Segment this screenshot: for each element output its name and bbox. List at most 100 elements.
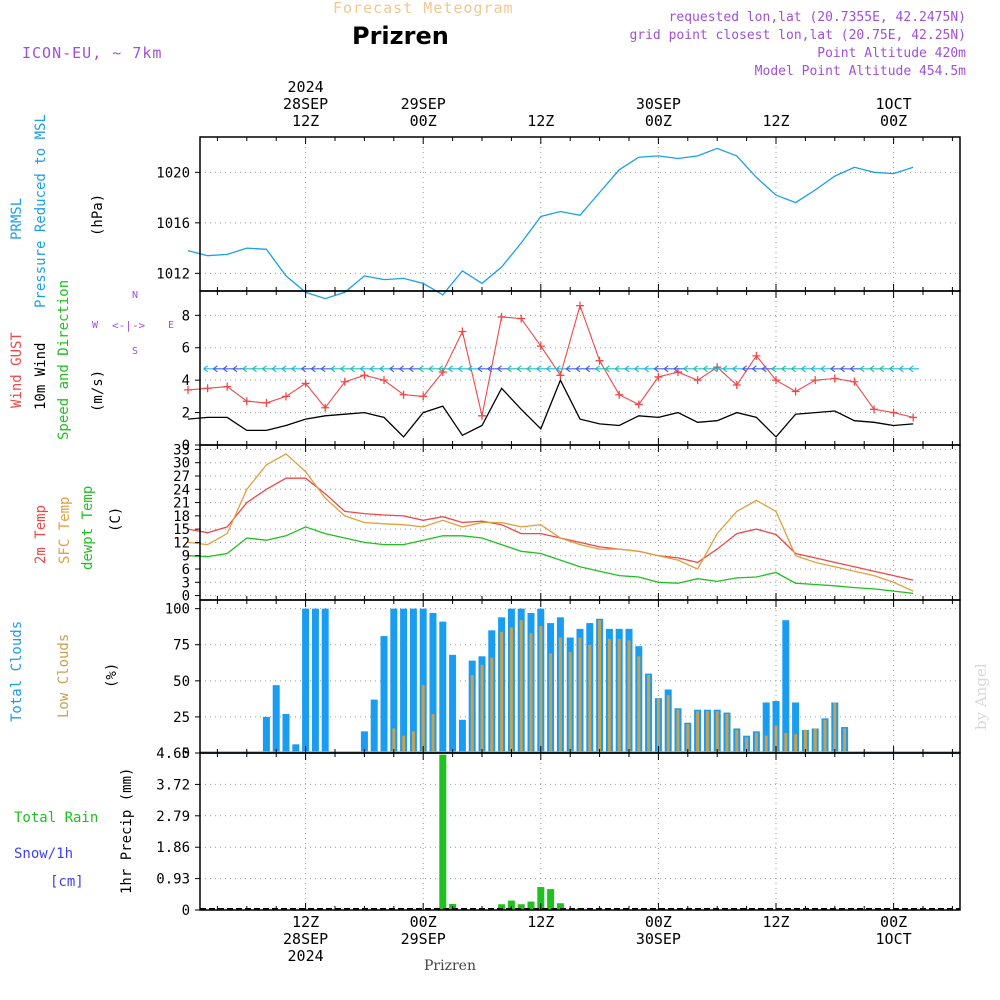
time-tick-line: 00Z — [409, 913, 437, 931]
wind-direction-arrow — [801, 365, 812, 373]
total-cloud-bar — [282, 714, 290, 753]
low-cloud-bar — [627, 640, 631, 753]
gust-marker — [830, 374, 839, 383]
wind-direction-arrow — [369, 365, 381, 373]
wind-direction-arrow — [448, 365, 459, 373]
rain-bar — [439, 754, 447, 910]
low-cloud-bar — [647, 675, 651, 753]
time-tick-line: 28SEP — [283, 95, 329, 113]
low-cloud-bar — [637, 656, 641, 753]
total-cloud-bar — [311, 608, 319, 753]
time-tick-line: 1OCT — [875, 930, 912, 948]
wind-direction-arrow — [438, 365, 449, 373]
wind-direction-arrow — [693, 365, 704, 373]
low-cloud-bar — [745, 737, 749, 753]
gust-marker — [850, 377, 859, 386]
y-tick-label: 18 — [173, 509, 190, 525]
low-cloud-bar — [607, 638, 611, 753]
snow-label: Snow/1h — [14, 846, 74, 862]
gust-marker — [262, 398, 271, 407]
low-cloud-bar — [421, 685, 425, 753]
gust-marker — [909, 413, 918, 422]
panel-frame — [199, 136, 961, 292]
wind-direction-arrow — [389, 365, 400, 373]
wind-direction-arrow — [673, 365, 684, 373]
time-tick-label: 12Z — [501, 914, 581, 931]
total-cloud-bar — [409, 608, 417, 753]
wind-direction-arrow — [722, 365, 733, 373]
wind-direction-arrow — [879, 365, 890, 373]
time-tick-line: 29SEP — [400, 95, 446, 113]
gust-marker — [595, 356, 604, 365]
total-cloud-bar — [370, 699, 378, 753]
y-tick-label: 12 — [173, 535, 190, 551]
info-line-4: Model Point Altitude 454.5m — [754, 64, 966, 79]
total-cloud-bar — [762, 702, 770, 753]
time-tick-line: 2024 — [287, 947, 324, 965]
wind-direction-arrow — [791, 365, 802, 373]
y-tick-label: 0.93 — [156, 872, 190, 888]
low-cloud-bar — [578, 637, 582, 753]
wind-direction-arrow — [301, 365, 312, 373]
wind-direction-arrow — [575, 365, 586, 373]
wind-direction-arrow — [516, 365, 528, 373]
panel-frame — [199, 444, 961, 601]
wind-direction-arrow — [605, 365, 616, 373]
wind-direction-arrow — [242, 365, 253, 373]
rain-bar — [507, 900, 515, 910]
time-tick-line: 1OCT — [875, 95, 912, 113]
time-tick-line: 30SEP — [635, 930, 681, 948]
low-cloud-bar — [392, 728, 396, 753]
wind-direction-arrow — [536, 365, 547, 373]
low-cloud-bar — [598, 620, 602, 753]
low-cloud-bar — [794, 734, 798, 753]
gust-marker — [752, 351, 761, 360]
low-cloud-bar — [470, 675, 474, 753]
time-tick-label: 00Z 1OCT — [854, 914, 934, 948]
y-tick-label: 6 — [182, 341, 190, 357]
info-line-2: grid point closest lon,lat (20.75E, 42.2… — [629, 28, 966, 43]
wind-direction-arrow — [379, 365, 390, 373]
y-tick-label: 100 — [165, 602, 190, 618]
time-tick-label: 00Z 29SEP — [383, 914, 463, 948]
time-tick-line: 00Z — [644, 112, 672, 130]
wind-direction-arrow — [565, 365, 577, 373]
y-tick-label: 33 — [173, 442, 190, 458]
low-cloud-bar — [656, 698, 660, 753]
y-tick-label: 0 — [182, 589, 190, 605]
gust-marker — [360, 371, 369, 380]
y-tick-label: 4.65 — [156, 746, 190, 762]
wind-direction-arrow — [291, 365, 302, 373]
gust-marker — [556, 371, 565, 380]
y-tick-label: 3 — [182, 575, 190, 591]
total-cloud-bar — [439, 621, 447, 753]
total-cloud-bar — [449, 654, 457, 753]
wind-direction-arrow — [467, 365, 479, 373]
gust-marker — [340, 377, 349, 386]
low-cloud-bar — [823, 719, 827, 753]
wind-direction-arrow — [810, 365, 822, 373]
low-cloud-bar — [431, 714, 435, 753]
wind-direction-arrow — [732, 365, 743, 373]
low-cloud-bar — [519, 620, 523, 753]
watermark: by Angel — [972, 663, 990, 730]
low-cloud-bar — [500, 631, 504, 753]
y-tick-label: 9 — [182, 549, 190, 565]
wind-direction-arrow — [644, 365, 655, 373]
time-tick-line: 30SEP — [635, 95, 681, 113]
wind-direction-arrow — [320, 365, 332, 373]
time-tick-label: 1OCT 00Z — [854, 96, 934, 130]
snow-cm-label: [cm] — [50, 874, 84, 890]
wind-direction-arrow — [761, 365, 773, 373]
wind-direction-arrow — [418, 365, 430, 373]
time-tick-line: 12Z — [527, 913, 555, 931]
info-line-3: Point Altitude 420m — [817, 46, 966, 61]
gust-marker — [517, 314, 526, 323]
low-cloud-bar — [725, 714, 729, 753]
dewpoint-line — [187, 526, 914, 595]
compass-e: E — [168, 320, 175, 331]
wind-direction-arrow — [262, 365, 273, 373]
gust-marker — [419, 392, 428, 401]
rain-bar — [547, 889, 555, 910]
low-cloud-bar — [480, 664, 484, 753]
